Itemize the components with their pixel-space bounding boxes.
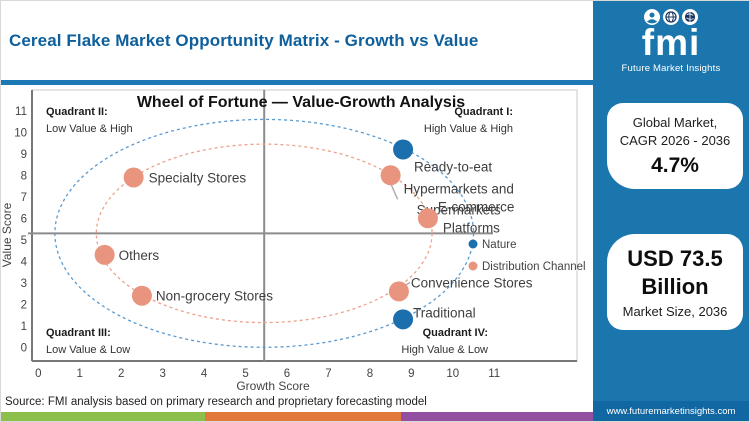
- scatter-chart: Wheel of Fortune — Value-Growth Analysis…: [1, 89, 586, 392]
- x-tick-label: 2: [118, 368, 124, 380]
- point-label: Supermarkets: [417, 202, 501, 217]
- data-point: [94, 244, 115, 265]
- person-icon: [644, 9, 660, 25]
- x-tick-label: 1: [77, 368, 83, 380]
- market-size-caption: Market Size, 2036: [622, 304, 728, 320]
- data-point: [393, 308, 414, 329]
- y-tick-label: 11: [15, 105, 27, 117]
- y-tick-label: 3: [21, 277, 27, 289]
- header: Cereal Flake Market Opportunity Matrix -…: [1, 1, 593, 80]
- y-tick-label: 1: [21, 320, 27, 332]
- y-axis-title: Value Score: [1, 202, 14, 267]
- chart-area: Wheel of Fortune — Value-Growth Analysis…: [1, 85, 593, 392]
- legend-label: Distribution Channel: [482, 261, 586, 273]
- x-tick-label: 7: [325, 368, 331, 380]
- y-tick-label: 0: [21, 342, 27, 354]
- data-point: [417, 207, 438, 228]
- y-tick-label: 5: [21, 234, 27, 246]
- cagr-value: 4.7%: [651, 154, 699, 178]
- y-tick-label: 7: [21, 191, 27, 203]
- data-point: [393, 139, 414, 160]
- y-tick-label: 9: [21, 148, 27, 160]
- footer-bar-purple-segment: [400, 412, 593, 421]
- x-axis-title: Growth Score: [236, 379, 310, 392]
- legend-swatch: [468, 261, 478, 271]
- legend-swatch: [468, 239, 478, 249]
- quadrant-name: Quadrant I:: [454, 106, 513, 118]
- quadrant-name: Quadrant II:: [46, 106, 108, 118]
- y-tick-label: 2: [21, 299, 27, 311]
- quadrant-desc: Low Value & Low: [46, 344, 130, 356]
- legend-label: Nature: [482, 239, 517, 251]
- logo-icon-row: [593, 9, 749, 25]
- chart-title: Wheel of Fortune — Value-Growth Analysis: [137, 94, 465, 111]
- data-point: [123, 167, 144, 188]
- source-note: Source: FMI analysis based on primary re…: [5, 395, 427, 408]
- y-tick-label: 6: [21, 213, 27, 225]
- quadrant-desc: Low Value & High: [46, 123, 133, 135]
- data-point: [131, 285, 152, 306]
- market-size-value-line2: Billion: [641, 273, 709, 299]
- footer-bar-orange-segment: [205, 412, 401, 421]
- series-ellipse: [95, 143, 433, 323]
- quadrant-name: Quadrant III:: [46, 327, 111, 339]
- point-label: E-commerce: [438, 199, 515, 214]
- x-tick-label: 8: [367, 368, 373, 380]
- cagr-card: Global Market, CAGR 2026 - 2036 4.7%: [607, 103, 743, 190]
- website-link[interactable]: www.futuremarketinsights.com: [593, 401, 749, 421]
- point-label: Convenience Stores: [411, 275, 533, 290]
- point-label: Ready-to-eat: [414, 159, 492, 174]
- x-tick-label: 4: [201, 368, 208, 380]
- point-label: Traditional: [413, 305, 476, 320]
- footer-bar-green-segment: [1, 412, 206, 421]
- series-ellipse: [54, 118, 475, 348]
- page-title: Cereal Flake Market Opportunity Matrix -…: [9, 31, 479, 50]
- sidebar: fmi Future Market Insights Global Market…: [593, 1, 749, 421]
- logo-subtitle: Future Market Insights: [621, 63, 721, 75]
- quadrant-desc: High Value & High: [424, 123, 513, 135]
- cagr-card-line1: Global Market,: [632, 115, 718, 131]
- logo-wordmark: fmi: [641, 22, 701, 63]
- x-tick-label: 3: [159, 368, 165, 380]
- quadrant-name: Quadrant IV:: [423, 327, 488, 339]
- point-label: Platforms: [443, 220, 500, 235]
- point-label: Others: [119, 247, 160, 262]
- data-point: [380, 164, 401, 185]
- x-tick-label: 10: [446, 368, 459, 380]
- header-divider: [1, 79, 593, 85]
- data-point: [388, 281, 409, 302]
- point-label: Specialty Stores: [149, 170, 247, 185]
- cagr-card-line2: CAGR 2026 - 2036: [619, 132, 731, 148]
- x-tick-label: 5: [242, 368, 248, 380]
- y-tick-label: 10: [14, 127, 27, 139]
- main-panel: Cereal Flake Market Opportunity Matrix -…: [1, 1, 593, 421]
- x-tick-label: 11: [488, 368, 500, 380]
- fmi-logo: fmi Future Market Insights: [593, 9, 749, 74]
- y-tick-label: 8: [21, 170, 27, 182]
- globe-icon: [663, 9, 679, 25]
- footer-color-bar: [1, 412, 593, 421]
- x-tick-label: 9: [408, 368, 414, 380]
- x-tick-label: 6: [284, 368, 290, 380]
- quadrant-desc: High Value & Low: [401, 344, 488, 356]
- globe-icon: [682, 9, 698, 25]
- label-leader-line: [389, 182, 399, 200]
- market-size-card: USD 73.5 Billion Market Size, 2036: [607, 234, 743, 331]
- point-label: Hypermarkets and: [404, 181, 514, 196]
- point-label: Non-grocery Stores: [156, 288, 273, 303]
- y-tick-label: 4: [21, 256, 28, 268]
- x-tick-label: 0: [35, 368, 41, 380]
- market-size-value-line1: USD 73.5: [627, 246, 723, 272]
